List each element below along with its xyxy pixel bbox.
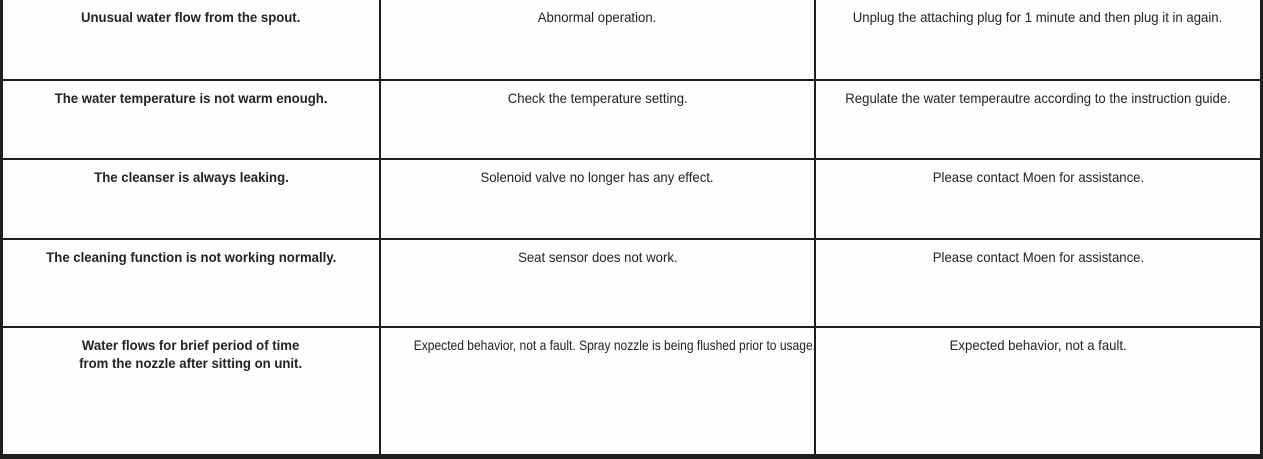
solution-text: Please contact Moen for assistance.: [932, 169, 1144, 185]
cell-problem: The water temperature is not warm enough…: [3, 81, 381, 160]
problem-text: The water temperature is not warm enough…: [54, 90, 328, 106]
cell-cause: Check the temperature setting.: [381, 81, 816, 160]
cell-solution: Please contact Moen for assistance.: [816, 160, 1260, 240]
cell-cause: Solenoid valve no longer has any effect.: [381, 160, 816, 240]
cell-problem: Unusual water flow from the spout.: [3, 0, 381, 81]
cell-solution: Regulate the water temperautre according…: [816, 81, 1260, 160]
cell-solution: Please contact Moen for assistance.: [816, 240, 1260, 328]
cell-cause: Seat sensor does not work.: [381, 240, 816, 328]
problem-text: The cleaning function is not working nor…: [45, 249, 337, 265]
solution-text: Regulate the water temperautre according…: [845, 90, 1231, 106]
problem-text: Water flows for brief period of time fro…: [79, 337, 303, 371]
problem-text: The cleanser is always leaking.: [93, 169, 289, 185]
cell-solution: Unplug the attaching plug for 1 minute a…: [816, 0, 1260, 81]
cause-text: Check the temperature setting.: [507, 90, 688, 106]
cause-text: Expected behavior, not a fault. Spray no…: [413, 337, 817, 353]
problem-text: Unusual water flow from the spout.: [81, 9, 301, 25]
cause-text: Abnormal operation.: [538, 9, 657, 25]
cause-text: Seat sensor does not work.: [517, 249, 678, 265]
cell-cause: Abnormal operation.: [381, 0, 816, 81]
cell-problem: The cleanser is always leaking.: [3, 160, 381, 240]
solution-text: Unplug the attaching plug for 1 minute a…: [853, 9, 1223, 25]
cause-text: Solenoid valve no longer has any effect.: [480, 169, 715, 185]
solution-text: Please contact Moen for assistance.: [932, 249, 1144, 265]
cell-problem: The cleaning function is not working nor…: [3, 240, 381, 328]
solution-text: Expected behavior, not a fault.: [949, 337, 1127, 353]
cell-cause: Expected behavior, not a fault. Spray no…: [381, 328, 816, 454]
cell-problem: Water flows for brief period of time fro…: [3, 328, 381, 454]
cell-solution: Expected behavior, not a fault.: [816, 328, 1260, 454]
